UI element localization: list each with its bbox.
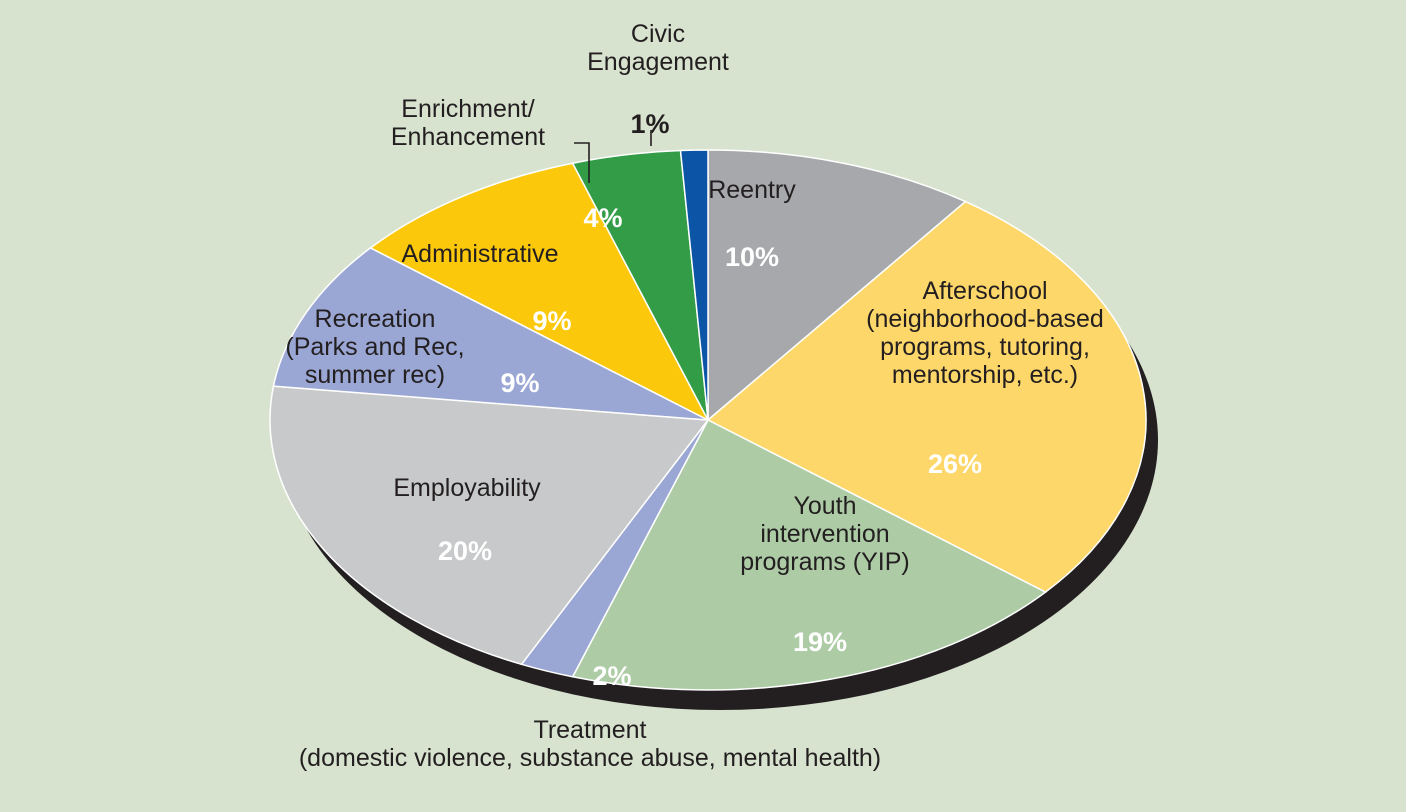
slice-value: 1%: [630, 109, 669, 139]
pie-slice: [369, 162, 710, 422]
leader-line-enrichment: [574, 142, 590, 183]
slice-value: 10%: [725, 242, 779, 272]
slice-label: (domestic violence, substance abuse, men…: [299, 744, 881, 772]
pie-slice: [679, 149, 709, 421]
slice-label: mentorship, etc.): [892, 361, 1078, 389]
pie-slice: [707, 149, 967, 422]
slice-label: Recreation: [315, 305, 436, 333]
pie-slice: [571, 418, 1047, 691]
pie-slice: [269, 385, 710, 666]
pie-slice: [272, 247, 709, 421]
slice-value: 19%: [793, 627, 847, 657]
slice-value: 4%: [583, 203, 622, 233]
slice-label: programs, tutoring,: [880, 333, 1090, 361]
slice-label: programs (YIP): [740, 548, 909, 576]
slice-label: Engagement: [587, 48, 729, 76]
slice-label: Reentry: [708, 176, 796, 204]
slice-label: Enrichment/: [401, 95, 534, 123]
slice-label: Employability: [393, 474, 541, 502]
slice-label: Administrative: [402, 240, 559, 268]
slice-label: summer rec): [305, 361, 445, 389]
slice-label: Youth: [793, 492, 856, 520]
slice-label: (Parks and Rec,: [285, 333, 464, 361]
slice-value: 9%: [500, 368, 539, 398]
slice-label: intervention: [760, 520, 889, 548]
slice-value: 2%: [592, 661, 631, 691]
pie-slice: [706, 200, 1147, 593]
slice-label: Enhancement: [391, 123, 545, 151]
slice-label: Treatment: [533, 716, 646, 744]
slice-label: (neighborhood-based: [866, 305, 1104, 333]
slice-value: 9%: [532, 306, 571, 336]
slice-label: Afterschool: [922, 277, 1047, 305]
slice-label: Civic: [631, 20, 685, 48]
slice-value: 20%: [438, 536, 492, 566]
slice-value: 26%: [928, 449, 982, 479]
